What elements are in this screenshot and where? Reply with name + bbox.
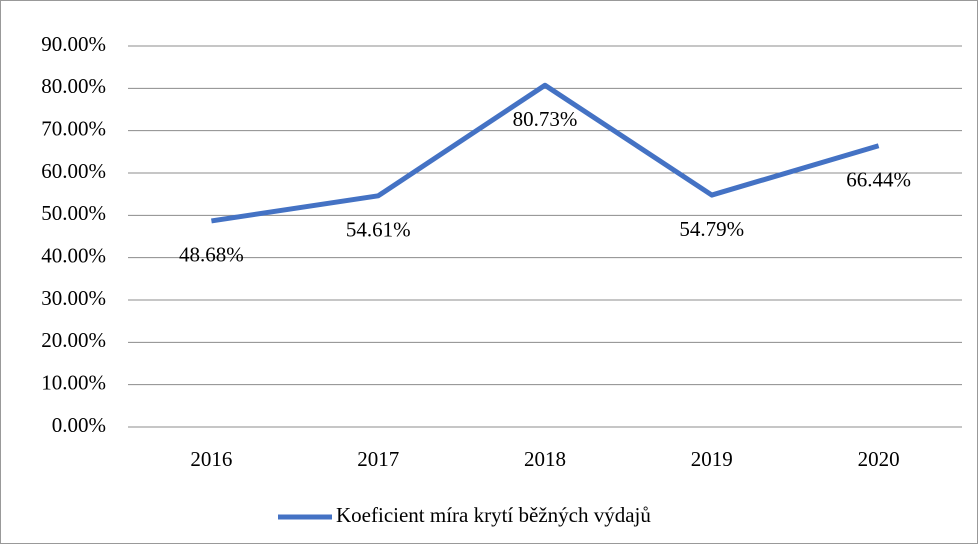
y-tick-label: 10.00% <box>41 370 106 394</box>
y-tick-label: 30.00% <box>41 286 106 310</box>
data-label: 54.61% <box>346 218 411 242</box>
x-tick-label: 2018 <box>524 447 566 471</box>
y-tick-label: 70.00% <box>41 116 106 140</box>
y-tick-label: 90.00% <box>41 32 106 56</box>
data-label: 66.44% <box>846 168 911 192</box>
data-label: 54.79% <box>679 217 744 241</box>
y-tick-label: 40.00% <box>41 243 106 267</box>
legend-label: Koeficient míra krytí běžných výdajů <box>336 503 651 527</box>
data-label: 80.73% <box>513 107 578 131</box>
series-line <box>211 82 880 224</box>
y-tick-label: 60.00% <box>41 159 106 183</box>
x-tick-label: 2017 <box>357 447 399 471</box>
y-tick-label: 50.00% <box>41 201 106 225</box>
data-label: 48.68% <box>179 243 244 267</box>
y-tick-label: 20.00% <box>41 328 106 352</box>
y-tick-label: 0.00% <box>52 413 106 437</box>
y-tick-label: 80.00% <box>41 74 106 98</box>
x-tick-label: 2020 <box>858 447 900 471</box>
x-tick-label: 2019 <box>691 447 733 471</box>
x-tick-label: 2016 <box>190 447 232 471</box>
